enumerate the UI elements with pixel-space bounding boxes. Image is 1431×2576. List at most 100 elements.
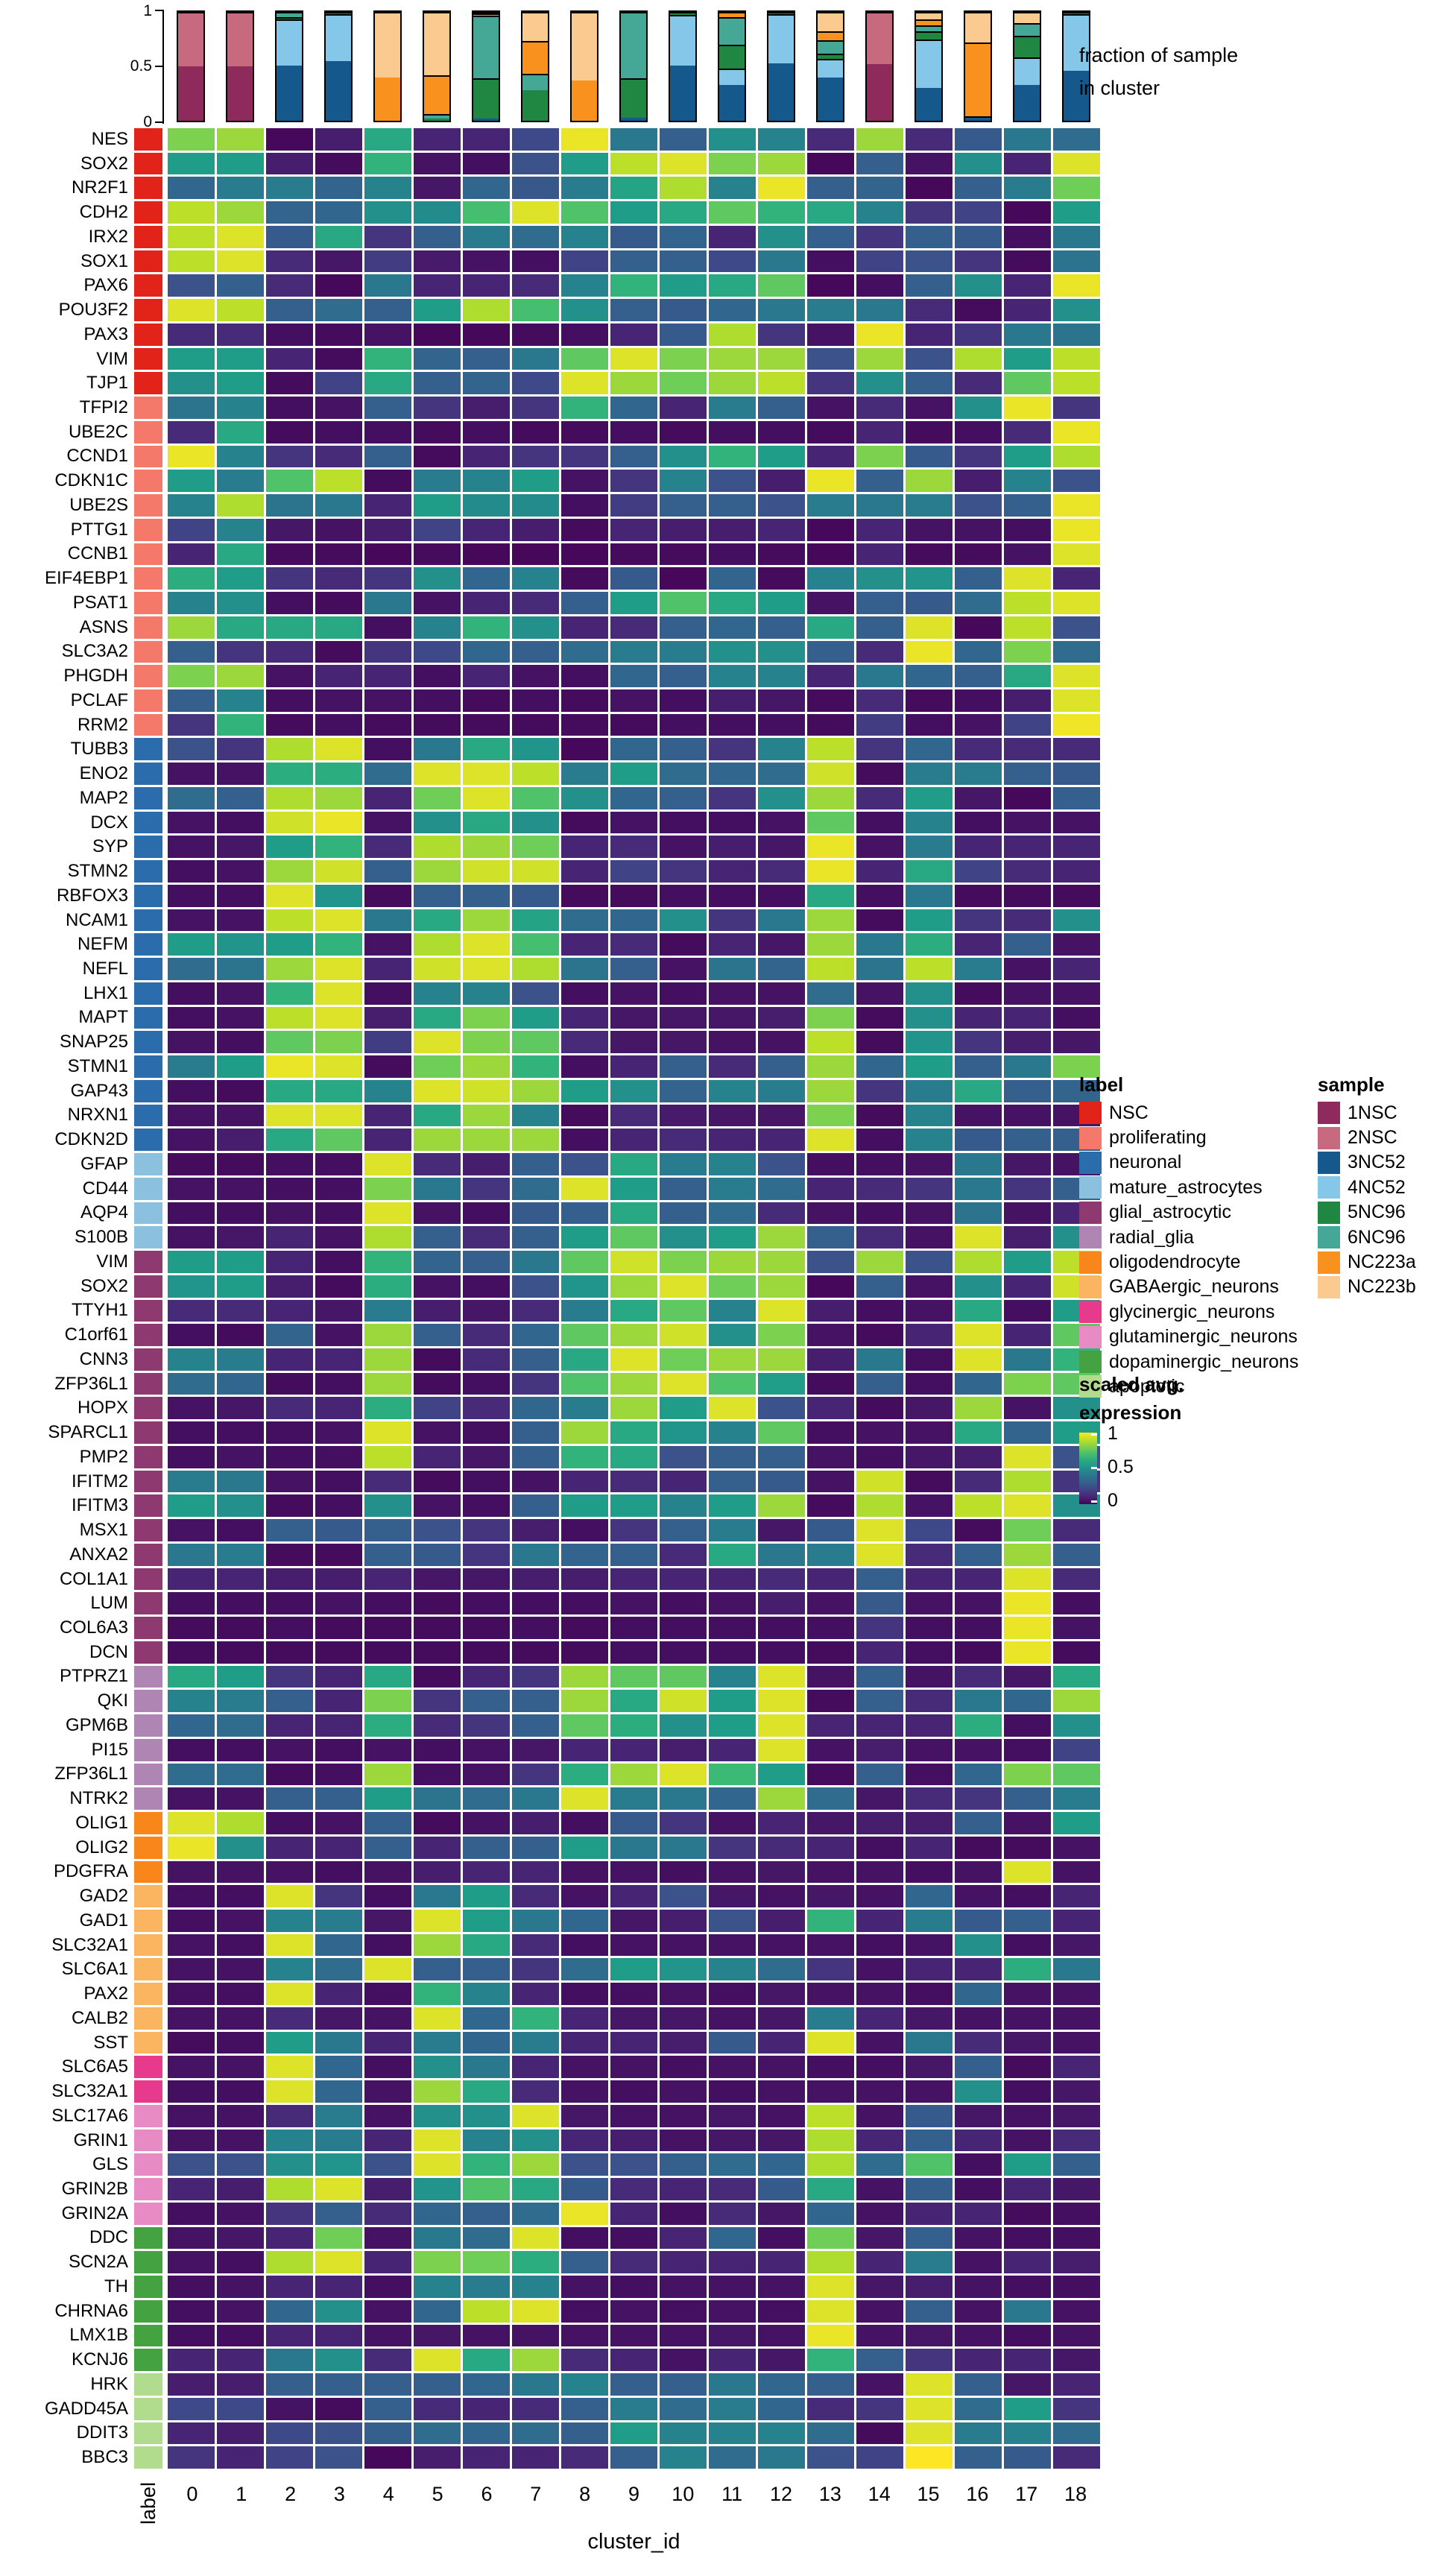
heatmap-cell-COL6A3-c4 (364, 1617, 411, 1639)
heatmap-cell-NTRK2-c10 (660, 1787, 707, 1811)
heatmap-cell-PSAT1-c10 (660, 592, 707, 614)
heatmap-cell-ZFP36L1-c6 (463, 1763, 510, 1786)
gene-label-HRK: HRK (90, 2373, 128, 2394)
heatmap-cell-NR2F1-c12 (758, 177, 805, 200)
row-group-swatch-radial_glia (134, 1738, 162, 1761)
legend-label-text-dopaminergic_neurons: dopaminergic_neurons (1109, 1351, 1299, 1372)
heatmap-cell-OLIG2-c7 (512, 1836, 559, 1859)
heatmap-cell-GRIN1-c14 (856, 2129, 903, 2152)
heatmap-cell-SLC6A1-c6 (463, 1958, 510, 1981)
heatmap-cell-SLC17A6-c16 (955, 2104, 1002, 2127)
heatmap-cell-SPARCL1-c2 (266, 1421, 313, 1444)
heatmap-cell-EIF4EBP1-c16 (955, 567, 1002, 590)
heatmap-cell-UBE2C-c10 (660, 420, 707, 443)
heatmap-cell-SST-c4 (364, 2031, 411, 2054)
heatmap-cell-NEFM-c4 (364, 933, 411, 956)
heatmap-cell-CCND1-c2 (266, 445, 313, 468)
legend-sample-swatch-5NC96 (1318, 1201, 1340, 1224)
heatmap-cell-TUBB3-c10 (660, 738, 707, 761)
heatmap-cell-UBE2C-c13 (807, 420, 854, 443)
bar-segment-NC223a (965, 42, 991, 116)
heatmap-cell-GAP43-c11 (709, 1079, 756, 1102)
heatmap-cell-MSX1-c12 (758, 1519, 805, 1541)
heatmap-cell-GLS-c4 (364, 2153, 411, 2176)
heatmap-cell-CCND1-c3 (315, 445, 362, 468)
heatmap-cell-ANXA2-c13 (807, 1543, 854, 1566)
gene-label-UBE2C: UBE2C (68, 421, 128, 442)
heatmap-cell-EIF4EBP1-c6 (463, 567, 510, 590)
heatmap-cell-STMN2-c3 (315, 860, 362, 883)
heatmap-cell-GADD45A-c11 (709, 2397, 756, 2420)
sample-fraction-bar-cluster-18 (1062, 10, 1090, 122)
heatmap-cell-GAD1-c2 (266, 1909, 313, 1932)
heatmap-cell-GRIN2A-c4 (364, 2202, 411, 2225)
heatmap-cell-PCLAF-c4 (364, 689, 411, 712)
heatmap-cell-OLIG1-c9 (610, 1812, 657, 1834)
heatmap-cell-VIM-c6 (463, 347, 510, 370)
gene-label-GAD2: GAD2 (79, 1886, 128, 1907)
legend-label-item-glycinergic_neurons: glycinergic_neurons (1079, 1301, 1298, 1324)
heatmap-cell-CDH2-c5 (414, 201, 461, 224)
heatmap-cell-CDKN1C-c13 (807, 470, 854, 493)
heatmap-cell-VIM-c0 (168, 1251, 215, 1273)
heatmap-cell-NTRK2-c16 (955, 1787, 1002, 1811)
heatmap-cell-PTTG1-c13 (807, 518, 854, 541)
heatmap-cell-OLIG1-c6 (463, 1812, 510, 1834)
heatmap-cell-CNN3-c10 (660, 1348, 707, 1371)
heatmap-cell-EIF4EBP1-c13 (807, 567, 854, 590)
heatmap-cell-IFITM2-c3 (315, 1470, 362, 1493)
heatmap-cell-CDH2-c10 (660, 201, 707, 224)
heatmap-cell-CDH2-c11 (709, 201, 756, 224)
heatmap-cell-POU3F2-c9 (610, 299, 657, 321)
heatmap-cell-CNN3-c1 (217, 1348, 264, 1371)
heatmap-cell-SLC6A5-c6 (463, 2056, 510, 2079)
heatmap-cell-CDKN2D-c8 (561, 1128, 608, 1152)
bar-segment-5NC96 (719, 44, 745, 69)
heatmap-cell-MAP2-c18 (1053, 786, 1100, 809)
heatmap-cell-PI15-c18 (1053, 1738, 1100, 1761)
heatmap-cell-CDKN1C-c15 (906, 470, 953, 493)
heatmap-cell-SYP-c4 (364, 836, 411, 859)
bar-segment-NC223b (522, 12, 548, 42)
heatmap-cell-PMP2-c16 (955, 1445, 1002, 1468)
heatmap-cell-COL1A1-c11 (709, 1568, 756, 1591)
heatmap-cell-SOX2-c5 (414, 152, 461, 175)
legend-label-item-glutaminergic_neurons: glutaminergic_neurons (1079, 1325, 1298, 1348)
heatmap-cell-KCNJ6-c9 (610, 2349, 657, 2372)
bar-segment-NC223a (572, 80, 597, 121)
heatmap-cell-SYP-c15 (906, 836, 953, 859)
heatmap-cell-SLC3A2-c17 (1004, 640, 1051, 663)
heatmap-cell-BBC3-c16 (955, 2446, 1002, 2469)
row-group-swatch-NSC (134, 299, 162, 321)
bar-segment-3NC52 (719, 84, 745, 121)
heatmap-cell-PI15-c10 (660, 1738, 707, 1761)
heatmap-cell-EIF4EBP1-c2 (266, 567, 313, 590)
sample-fraction-bar-cluster-16 (964, 10, 992, 122)
heatmap-cell-RRM2-c3 (315, 713, 362, 736)
legend-sample-text-NC223b: NC223b (1348, 1276, 1416, 1298)
heatmap-cell-GRIN2B-c3 (315, 2178, 362, 2200)
heatmap-cell-SOX2-c9 (610, 152, 657, 175)
heatmap-cell-NEFM-c11 (709, 933, 756, 956)
heatmap-cell-SOX1-c17 (1004, 250, 1051, 273)
row-group-swatch-radial_glia (134, 1690, 162, 1713)
heatmap-cell-GAD2-c15 (906, 1885, 953, 1907)
heatmap-cell-SLC17A6-c18 (1053, 2104, 1100, 2127)
legend-sample-swatch-3NC52 (1318, 1151, 1340, 1174)
heatmap-cell-HRK-c1 (217, 2373, 264, 2396)
heatmap-cell-TTYH1-c9 (610, 1299, 657, 1322)
heatmap-cell-GRIN2B-c0 (168, 2178, 215, 2200)
row-group-swatch-neuronal (134, 884, 162, 907)
bar-segment-2NSC (227, 12, 253, 66)
heatmap-cell-MAP2-c5 (414, 786, 461, 809)
heatmap-cell-DCN-c5 (414, 1641, 461, 1664)
heatmap-cell-CCNB1-c18 (1053, 543, 1100, 566)
legend-sample-text-3NC52: 3NC52 (1348, 1152, 1406, 1173)
heatmap-cell-SNAP25-c15 (906, 1031, 953, 1054)
heatmap-cell-HRK-c9 (610, 2373, 657, 2396)
heatmap-cell-GRIN2A-c8 (561, 2202, 608, 2225)
heatmap-cell-SLC6A5-c10 (660, 2056, 707, 2079)
heatmap-cell-DCN-c2 (266, 1641, 313, 1664)
heatmap-cell-VIM-c10 (660, 347, 707, 370)
row-group-swatch-NSC (134, 201, 162, 224)
